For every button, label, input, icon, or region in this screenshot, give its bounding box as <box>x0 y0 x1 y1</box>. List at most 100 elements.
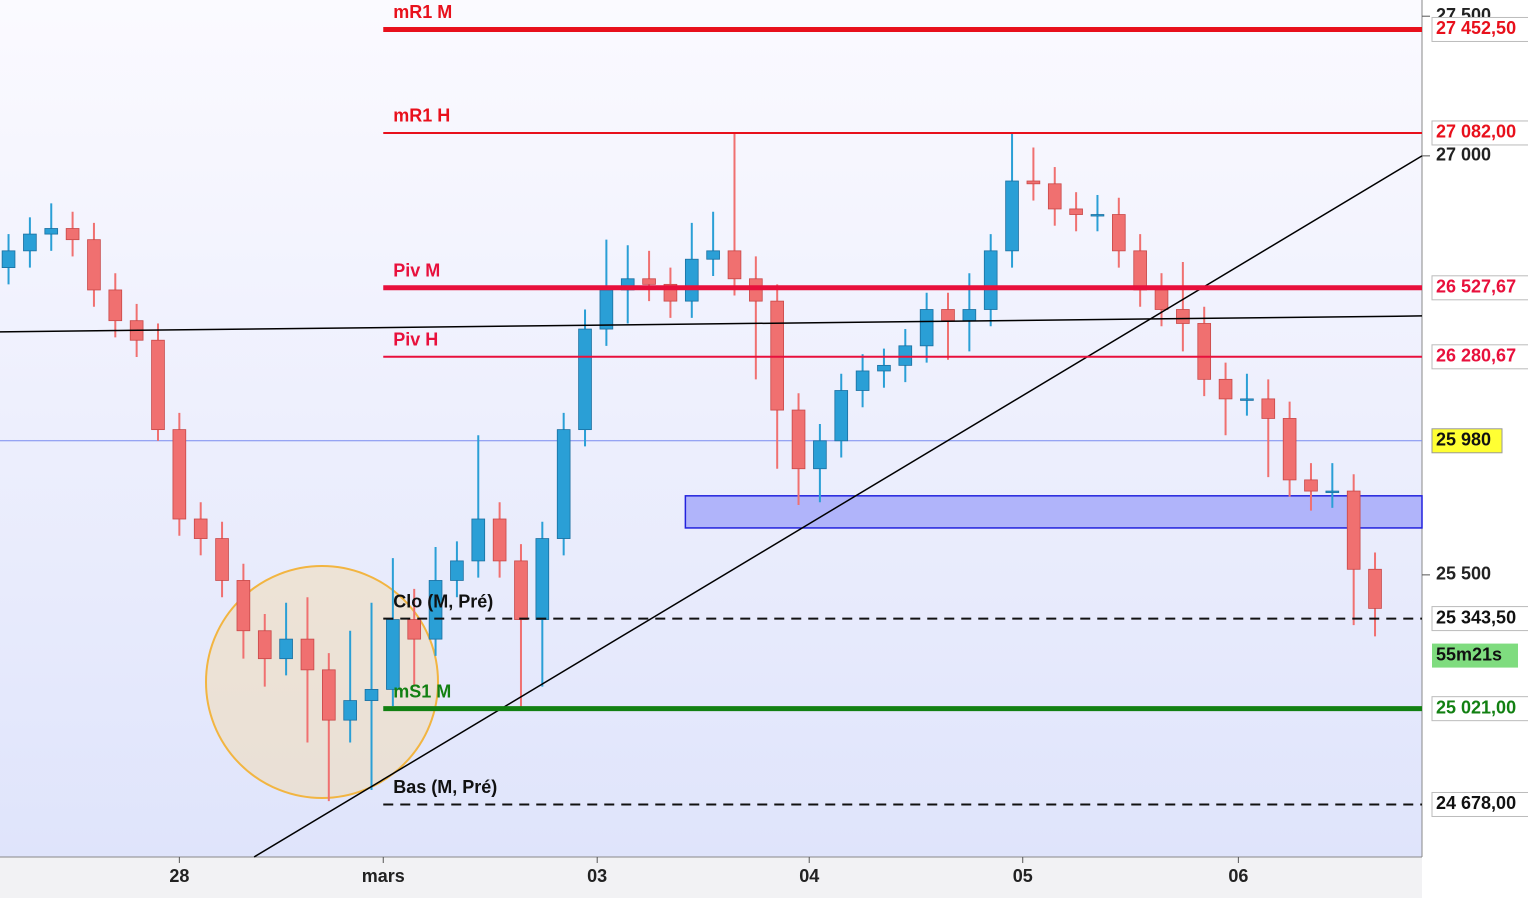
candle-body <box>1346 490 1361 570</box>
candle-body <box>1261 398 1276 419</box>
candle-body <box>471 518 486 562</box>
level-price: 25 021,00 <box>1436 697 1516 717</box>
candle-body <box>1197 323 1212 380</box>
candle-body <box>364 688 379 701</box>
candle-body <box>151 339 165 431</box>
candle-body <box>1026 180 1041 185</box>
candle-body <box>1112 214 1126 252</box>
level-price-box <box>1431 696 1528 722</box>
candle-body <box>770 300 784 411</box>
candle-body <box>257 630 272 660</box>
candle-body <box>642 278 656 285</box>
candle-body <box>215 538 229 581</box>
level-name: mR1 M <box>393 2 452 22</box>
candle-body <box>279 638 293 660</box>
candle-body <box>450 560 464 581</box>
candle-body <box>87 239 101 291</box>
level-price: 27 452,50 <box>1436 18 1516 38</box>
zone <box>684 495 1423 529</box>
level-name: Clo (M, Pré) <box>393 591 493 611</box>
candle-body <box>919 309 934 347</box>
level-name: Piv M <box>393 261 440 281</box>
candle-body <box>23 233 37 252</box>
candle-body <box>983 250 998 310</box>
x-tick-label: 03 <box>587 866 607 886</box>
marker-box <box>1431 428 1503 454</box>
candle-body <box>578 328 592 431</box>
x-tick-label: mars <box>362 866 405 886</box>
level-name: Bas (M, Pré) <box>393 777 497 797</box>
candle-body <box>1154 289 1169 310</box>
level-price-box <box>1431 120 1528 146</box>
candle-body <box>1069 208 1083 215</box>
trendline <box>253 155 1423 858</box>
candle-body <box>172 429 187 520</box>
level-price: 26 280,67 <box>1436 346 1516 366</box>
candle-body <box>599 289 614 330</box>
level-price: 25 343,50 <box>1436 607 1516 627</box>
x-tick-label: 05 <box>1013 866 1033 886</box>
level-price: 27 082,00 <box>1436 122 1516 142</box>
y-tick-label: 27 000 <box>1436 145 1491 165</box>
candle-body <box>877 364 891 372</box>
candle-body <box>386 619 400 690</box>
candle-body <box>1218 378 1233 400</box>
candle-body <box>962 309 977 322</box>
level-name: Piv H <box>393 330 438 350</box>
level-price: 26 527,67 <box>1436 277 1516 297</box>
candle-body <box>1090 214 1105 217</box>
candle-body <box>65 228 80 241</box>
level-price-box <box>1431 16 1528 42</box>
candle-body <box>1304 479 1318 492</box>
candle-body <box>514 560 528 620</box>
level-price-box <box>1431 275 1528 301</box>
level-name: mS1 M <box>393 681 451 701</box>
candle-body <box>1240 398 1254 401</box>
candle-body <box>44 228 59 235</box>
candle-body <box>535 538 550 620</box>
candle-body <box>791 409 806 470</box>
level-price-box <box>1431 606 1528 632</box>
candle-body <box>556 429 571 539</box>
candle-body <box>1 250 16 269</box>
candle-body <box>706 250 720 260</box>
level-price-box <box>1431 791 1528 817</box>
candle-body <box>941 309 955 322</box>
x-tick-label: 04 <box>799 866 819 886</box>
candle-body <box>1005 180 1019 252</box>
candle-body <box>1282 418 1297 481</box>
candle-body <box>428 580 443 640</box>
candle-body <box>343 700 357 721</box>
candle-body <box>1047 183 1062 210</box>
level-name: mR1 H <box>393 106 450 126</box>
candle-body <box>727 250 742 280</box>
candle-body <box>855 370 870 391</box>
x-tick-label: 28 <box>169 866 189 886</box>
candle-body <box>407 619 422 640</box>
marker-label: 25 980 <box>1436 430 1491 450</box>
candle-body <box>1133 250 1147 291</box>
candle-body <box>1325 490 1340 493</box>
candle-body <box>322 669 336 721</box>
candle-body <box>492 518 507 562</box>
candle-body <box>1176 309 1190 324</box>
candle-body <box>108 289 123 322</box>
candle-body <box>1368 568 1382 609</box>
x-axis-area <box>0 857 1422 898</box>
x-tick-label: 06 <box>1228 866 1248 886</box>
candle-body <box>834 390 849 442</box>
candle-body <box>300 638 315 671</box>
countdown-box <box>1432 643 1518 668</box>
candle-body <box>684 258 699 302</box>
level-price: 24 678,00 <box>1436 793 1516 813</box>
trendline <box>0 315 1423 333</box>
candle-body <box>236 580 251 632</box>
candle-body <box>813 440 827 470</box>
countdown: 55m21s <box>1436 644 1502 664</box>
candle-body <box>193 518 208 539</box>
level-price-box <box>1431 344 1528 370</box>
y-tick-label: 25 500 <box>1436 564 1491 584</box>
candle-body <box>898 345 913 366</box>
